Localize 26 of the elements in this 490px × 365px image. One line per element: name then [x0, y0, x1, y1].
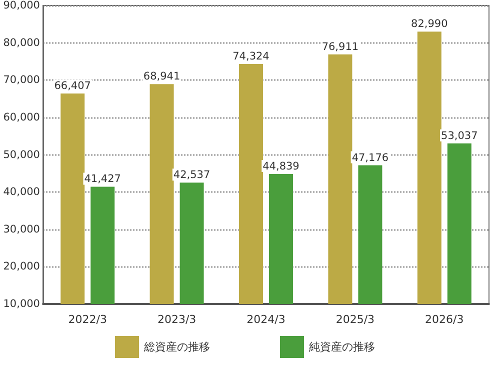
data-label: 68,941 — [143, 70, 180, 83]
x-tick-label: 2026/3 — [425, 313, 464, 326]
y-tick-label: 30,000 — [3, 223, 40, 236]
data-label: 47,176 — [352, 152, 389, 164]
y-tick-label: 50,000 — [3, 148, 40, 161]
data-label: 82,990 — [411, 18, 448, 30]
data-label: 44,839 — [262, 160, 300, 173]
y-tick-label: 60,000 — [3, 111, 40, 124]
legend-label: 純資産の推移 — [309, 340, 375, 354]
x-tick-label: 2025/3 — [336, 313, 375, 326]
data-label: 66,407 — [54, 80, 91, 92]
y-tick-label: 70,000 — [3, 74, 40, 86]
data-label: 41,427 — [84, 173, 121, 186]
x-tick-label: 2022/3 — [68, 313, 107, 326]
data-label: 42,537 — [173, 169, 210, 182]
x-tick-label: 2024/3 — [246, 313, 286, 326]
data-label: 53,037 — [441, 130, 478, 142]
x-tick-label: 2023/3 — [157, 313, 196, 326]
data-label: 74,324 — [232, 50, 270, 62]
data-label: 76,911 — [322, 40, 359, 53]
y-tick-label: 20,000 — [3, 260, 40, 273]
y-tick-label: 90,000 — [3, 0, 40, 12]
y-tick-label: 80,000 — [3, 36, 40, 49]
y-tick-label: 40,000 — [3, 186, 40, 198]
y-tick-label: 10,000 — [3, 298, 40, 310]
legend-label: 総資産の推移 — [143, 340, 210, 354]
